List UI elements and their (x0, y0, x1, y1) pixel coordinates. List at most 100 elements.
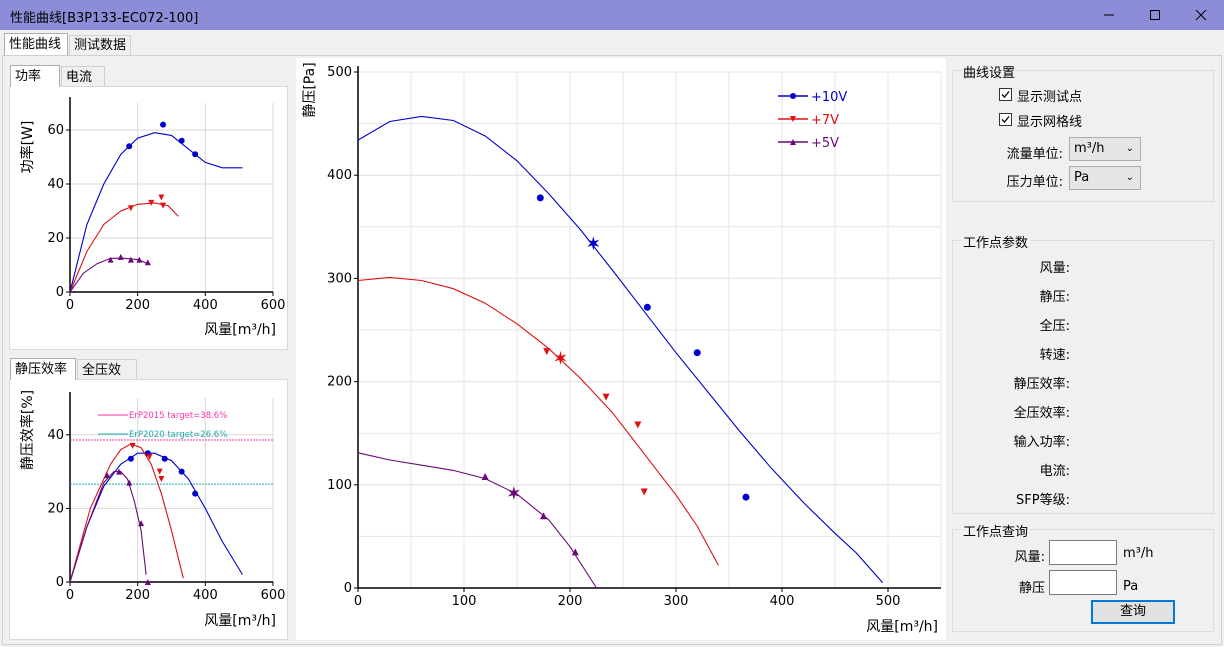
curve-settings-group: 曲线设置 显示测试点 显示网格线 流量单位: m³/h ⌄ 压力单位: Pa ⌄ (952, 62, 1214, 202)
series-curve (69, 452, 243, 583)
x-tick-label: 400 (193, 588, 218, 603)
data-point (602, 393, 610, 401)
data-point (161, 455, 168, 462)
static-pressure-chart: 0 100 200 300 400 500 0 100 200 300 400 500 风量[m³/h]… (302, 62, 942, 635)
show-grid-label: 显示网格线 (1017, 115, 1083, 130)
query-pressure-label: 静压 (1018, 581, 1045, 596)
x-tick-label: 600 (261, 298, 286, 313)
y-tick-label: 40 (47, 177, 64, 192)
data-point (146, 453, 153, 460)
data-point (126, 143, 133, 150)
flow-unit-select[interactable]: m³/h ⌄ (1069, 137, 1141, 161)
x-tick-label: 300 (664, 594, 689, 609)
main-chart-panel: 0 100 200 300 400 500 0 100 200 300 400 500 风量[m³/h]… (296, 58, 946, 640)
tab-label: 性能曲线 (9, 37, 62, 52)
efficiency-chart: 0 200 400 600 0 20 40 风量[m³/h] 静压效率[%] ErP2015 ta… (19, 390, 286, 629)
param-label: 静压: (1039, 290, 1070, 305)
close-button[interactable] (1178, 0, 1224, 30)
param-label: 全压: (1039, 319, 1070, 334)
x-axis-label: 风量[m³/h] (866, 619, 938, 635)
data-point (129, 442, 136, 449)
tab-static-efficiency[interactable]: 静压效率 (10, 358, 76, 380)
legend-label: +7V (811, 113, 839, 128)
tab-performance-curve[interactable]: 性能曲线 (4, 33, 68, 55)
y-tick-label: 40 (47, 428, 64, 443)
tab-content-frame (2, 55, 1222, 645)
show-points-label: 显示测试点 (1017, 90, 1083, 105)
work-point-params-legend: 工作点参数 (961, 232, 1031, 251)
data-point (127, 455, 134, 462)
param-label: 全压效率: (1013, 406, 1070, 421)
operating-point-star (507, 486, 520, 501)
data-point (144, 579, 151, 585)
flow-unit-label: 流量单位: (1006, 147, 1063, 162)
data-point (643, 303, 651, 311)
work-point-query-legend: 工作点查询 (961, 521, 1031, 540)
pressure-unit-value: Pa (1074, 170, 1090, 185)
tab-label: 静压效率 (15, 362, 68, 377)
show-points-checkbox[interactable] (999, 88, 1012, 101)
x-tick-label: 0 (66, 588, 74, 603)
data-point (144, 259, 151, 266)
efficiency-chart-panel: 0 200 400 600 0 20 40 风量[m³/h] 静压效率[%] ErP2015 ta… (9, 379, 288, 640)
param-label: 风量: (1039, 261, 1070, 276)
series-curve (69, 132, 243, 293)
data-point (192, 151, 199, 158)
y-tick-label: 300 (327, 271, 352, 286)
y-axis-label: 静压效率[%] (19, 390, 36, 470)
data-point (640, 488, 648, 496)
y-tick-label: 400 (327, 168, 352, 183)
reference-legend-label: ErP2015 target=38.6% (129, 411, 227, 421)
y-axis-label: 静压[Pa] (302, 62, 318, 117)
tab-total-efficiency[interactable]: 全压效率 (77, 359, 137, 399)
query-button[interactable]: 查询 (1091, 600, 1175, 624)
power-chart-panel: 0 200 400 600 0 20 40 60 风量[m³/h] 功率[W] (9, 86, 288, 350)
y-tick-label: 60 (47, 123, 64, 138)
minimize-button[interactable] (1086, 0, 1132, 30)
param-label: 转速: (1039, 348, 1070, 363)
tab-label: 测试数据 (74, 38, 127, 53)
legend-label: +5V (811, 136, 839, 151)
pressure-unit-select[interactable]: Pa ⌄ (1069, 166, 1141, 190)
y-tick-label: 200 (327, 375, 352, 390)
y-tick-label: 20 (47, 501, 64, 516)
power-chart: 0 200 400 600 0 20 40 60 风量[m³/h] 功率[W] (19, 97, 286, 338)
data-point (127, 256, 134, 263)
title-bar: 性能曲线[B3P133-EC072-100] (0, 0, 1224, 30)
data-point (117, 253, 124, 260)
x-axis-label: 风量[m³/h] (204, 613, 276, 629)
y-tick-label: 0 (56, 285, 64, 300)
x-tick-label: 200 (125, 588, 150, 603)
operating-point-star (554, 350, 567, 365)
maximize-icon (1150, 10, 1160, 20)
query-flow-label: 风量: (1014, 550, 1045, 565)
x-axis-label: 风量[m³/h] (204, 322, 276, 338)
data-point (148, 199, 155, 206)
data-point (790, 116, 796, 122)
data-point (693, 349, 701, 357)
curve-settings-legend: 曲线设置 (961, 62, 1018, 81)
x-tick-label: 600 (261, 588, 286, 603)
query-flow-input[interactable] (1049, 540, 1117, 565)
query-pressure-unit: Pa (1123, 579, 1139, 594)
data-point (160, 121, 167, 128)
data-point (104, 472, 111, 479)
tab-power[interactable]: 功率 (10, 65, 60, 87)
show-grid-checkbox[interactable] (999, 113, 1012, 126)
series-curve (357, 452, 597, 589)
maximize-button[interactable] (1132, 0, 1178, 30)
data-point (742, 493, 750, 501)
x-tick-label: 0 (354, 594, 362, 609)
data-point (634, 421, 642, 429)
query-pressure-input[interactable] (1049, 570, 1117, 595)
tab-label: 电流 (66, 70, 93, 85)
data-point (790, 139, 796, 145)
data-point (571, 548, 579, 556)
data-point (160, 202, 167, 209)
data-point (127, 205, 134, 212)
tab-current[interactable]: 电流 (61, 66, 105, 87)
tab-test-data[interactable]: 测试数据 (69, 35, 131, 55)
data-point (158, 475, 165, 482)
y-tick-label: 20 (47, 231, 64, 246)
data-point (540, 512, 547, 520)
